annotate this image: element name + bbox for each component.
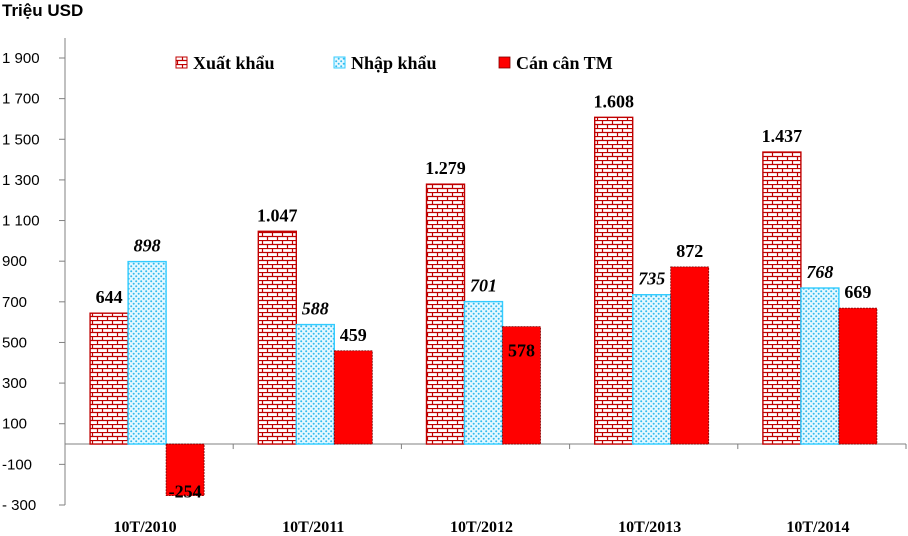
data-label-can-can-tm: 872 — [676, 241, 703, 261]
y-tick-label: -100 — [2, 456, 32, 473]
legend: Xuất khẩu Nhập khẩu Cán cân TM — [175, 53, 613, 73]
bars-layer — [89, 116, 878, 497]
bar-can-can-tm — [670, 266, 710, 445]
bar-nhap-khau — [127, 260, 167, 445]
legend-label-xuat-khau: Xuất khẩu — [193, 53, 275, 73]
bar-xuat-khau — [425, 183, 466, 445]
y-tick-label: 700 — [2, 294, 27, 311]
bar-nhap-khau — [295, 323, 335, 445]
x-tick-label: 10T/2011 — [282, 519, 344, 536]
y-tick-label: 1 700 — [2, 91, 40, 108]
bar-can-can-tm — [502, 326, 541, 445]
bar-nhap-khau — [632, 294, 672, 445]
legend-item-nhap-khau: Nhập khẩu — [333, 53, 437, 73]
data-label-can-can-tm: -254 — [169, 482, 202, 502]
y-tick-label: 1 500 — [2, 131, 40, 148]
data-label-nhap-khau: 768 — [806, 262, 833, 282]
legend-label-can-can-tm: Cán cân TM — [516, 53, 613, 73]
y-tick-label: 1 300 — [2, 172, 40, 189]
y-tick-label: - 300 — [2, 497, 36, 514]
bar-can-can-tm — [838, 307, 878, 445]
data-label-can-can-tm: 669 — [844, 282, 871, 302]
legend-item-can-can-tm: Cán cân TM — [498, 53, 613, 73]
data-label-nhap-khau: 701 — [470, 276, 497, 296]
bar-xuat-khau — [89, 312, 129, 445]
data-label-xuat-khau: 1.047 — [257, 205, 298, 225]
y-tick-label: 1 900 — [2, 50, 40, 67]
bar-nhap-khau — [463, 300, 504, 445]
legend-swatch-nhap-khau — [333, 56, 346, 69]
bar-can-can-tm — [333, 350, 373, 445]
data-labels-layer: 644 898 -254 1.047 588 459 1.279 701 578 1.608 735… — [96, 91, 872, 501]
legend-swatch-xuat-khau — [175, 56, 188, 69]
bar-can-can-tm — [165, 443, 205, 497]
x-tick-label: 10T/2013 — [618, 519, 681, 536]
data-label-xuat-khau: 1.608 — [593, 91, 634, 111]
y-tick-label: 300 — [2, 375, 27, 392]
axis-layer: - 300 -100 100 300 500 700 900 1 100 1 300 1 500 1… — [2, 38, 907, 514]
x-tick-label: 10T/2014 — [786, 519, 849, 536]
x-tick-label: 10T/2010 — [114, 519, 177, 536]
data-label-xuat-khau: 1.437 — [762, 126, 803, 146]
data-label-can-can-tm: 459 — [340, 325, 367, 345]
data-label-nhap-khau: 735 — [638, 269, 665, 289]
data-label-nhap-khau: 588 — [302, 299, 329, 319]
legend-swatch-can-can-tm — [498, 56, 511, 69]
y-tick-label: 900 — [2, 253, 27, 270]
x-tick-label: 10T/2012 — [450, 519, 513, 536]
x-tick-labels-layer: 10T/2010 10T/2011 10T/2012 10T/2013 10T/2014 — [114, 519, 850, 536]
bar-xuat-khau — [257, 230, 297, 445]
legend-label-nhap-khau: Nhập khẩu — [351, 53, 437, 73]
y-tick-label: 1 100 — [2, 213, 40, 230]
bar-xuat-khau — [762, 151, 802, 445]
y-tick-label: 100 — [2, 416, 27, 433]
data-label-nhap-khau: 898 — [134, 236, 161, 256]
bar-xuat-khau — [594, 116, 634, 445]
data-label-xuat-khau: 1.279 — [425, 158, 466, 178]
data-label-can-can-tm: 578 — [508, 341, 535, 361]
y-tick-label: 500 — [2, 334, 27, 351]
data-label-xuat-khau: 644 — [96, 287, 123, 307]
y-axis-title: Triệu USD — [2, 1, 83, 20]
bar-nhap-khau — [800, 287, 840, 445]
legend-item-xuat-khau: Xuất khẩu — [175, 53, 275, 73]
